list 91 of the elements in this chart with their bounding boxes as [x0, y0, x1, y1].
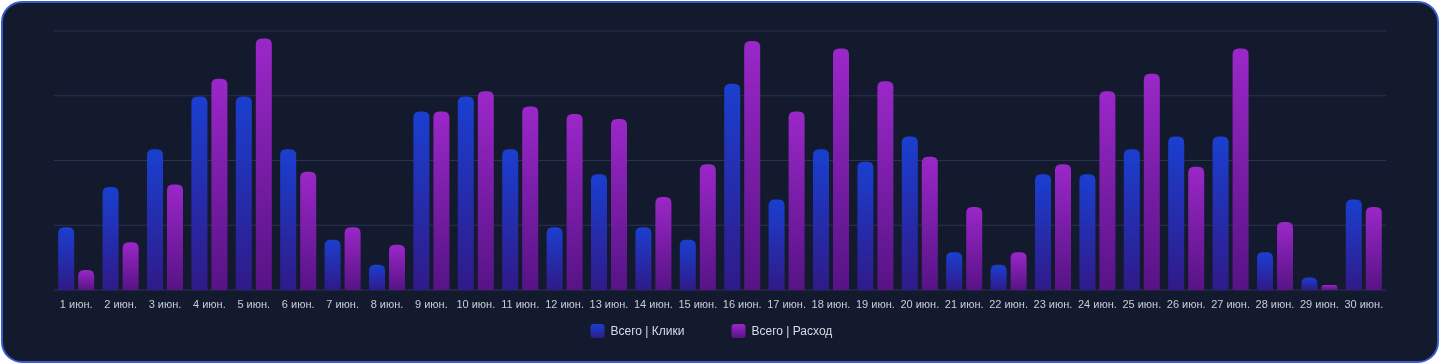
bar	[344, 227, 361, 290]
bar	[699, 164, 716, 290]
bar	[1143, 73, 1160, 290]
bar	[833, 48, 849, 290]
x-tick-label: 30 июн.	[1344, 298, 1384, 310]
x-tick-label: 14 июн.	[633, 298, 673, 310]
bar	[389, 244, 405, 290]
x-tick-label: 27 июн.	[1211, 298, 1251, 310]
x-tick-label: 6 июн.	[281, 298, 315, 310]
bar	[724, 83, 741, 290]
x-tick-label: 12 июн.	[545, 298, 585, 310]
bar	[611, 119, 627, 290]
bar	[768, 199, 785, 290]
bar	[744, 41, 761, 290]
bar	[1035, 174, 1051, 290]
x-tick-label: 5 июн.	[237, 298, 271, 310]
bar	[433, 111, 450, 290]
x-tick-label: 18 июн.	[811, 298, 851, 310]
bar	[369, 264, 385, 290]
bar	[921, 156, 938, 290]
bar	[1099, 91, 1116, 290]
bar	[255, 38, 272, 290]
x-tick-label: 1 июн.	[59, 298, 93, 310]
bar	[457, 96, 474, 290]
bar	[167, 184, 183, 290]
x-tick-label: 26 июн.	[1166, 298, 1206, 310]
x-tick-label: 9 июн.	[415, 298, 448, 310]
x-tick-label: 29 июн.	[1299, 298, 1339, 310]
x-tick-label: 20 июн.	[900, 298, 940, 310]
x-tick-label: 21 июн.	[944, 298, 984, 310]
x-tick-label: 4 июн.	[193, 298, 226, 310]
x-tick-label: 7 июн.	[326, 298, 359, 310]
bar	[1188, 166, 1205, 290]
x-tick-label: 11 июн.	[501, 298, 540, 310]
bar	[788, 111, 805, 290]
bar	[1232, 48, 1249, 290]
bar	[147, 149, 163, 290]
x-tick-label: 22 июн.	[989, 298, 1029, 310]
x-tick-label: 13 июн.	[589, 298, 629, 310]
bar	[591, 174, 607, 290]
x-tick-label: 16 июн.	[722, 298, 762, 310]
bar	[477, 91, 494, 290]
bar	[857, 161, 874, 290]
bar	[235, 96, 252, 290]
bar	[1321, 284, 1338, 290]
bar	[1277, 222, 1293, 290]
bar	[122, 242, 139, 290]
legend-label: Всего | Расход	[751, 324, 833, 338]
bar	[1257, 252, 1273, 290]
bar	[1010, 252, 1027, 290]
bar	[813, 149, 829, 290]
x-tick-label: 2 июн.	[104, 298, 137, 310]
x-tick-label: 10 июн.	[456, 298, 496, 310]
x-tick-label: 17 июн.	[767, 298, 807, 310]
bar	[901, 136, 918, 290]
bar	[966, 207, 983, 290]
bar	[102, 186, 119, 290]
x-tick-label: 24 июн.	[1077, 298, 1117, 310]
bar	[546, 227, 563, 290]
bar	[990, 264, 1007, 290]
x-tick-label: 23 июн.	[1033, 298, 1073, 310]
bar	[566, 113, 583, 290]
bar	[211, 78, 228, 290]
x-tick-label: 8 июн.	[370, 298, 404, 310]
bar	[78, 269, 95, 290]
bar	[1168, 136, 1185, 290]
bar	[1345, 199, 1362, 290]
bar	[1212, 136, 1229, 290]
bar	[413, 111, 430, 290]
bar	[324, 239, 341, 290]
legend-label: Всего | Клики	[610, 324, 685, 338]
x-tick-label: 3 июн.	[148, 298, 182, 310]
x-tick-label: 28 июн.	[1255, 298, 1295, 310]
bar	[877, 81, 894, 290]
bar	[58, 227, 75, 290]
bar	[502, 149, 519, 290]
bar	[946, 252, 963, 290]
bar	[1123, 149, 1140, 290]
bar	[1079, 174, 1096, 290]
bar	[300, 171, 317, 290]
x-tick-label: 15 июн.	[678, 298, 718, 310]
bar	[635, 227, 652, 290]
bar	[522, 106, 539, 290]
bar	[1365, 207, 1382, 290]
bar	[191, 96, 208, 290]
bar	[679, 239, 696, 290]
x-tick-label: 25 июн.	[1122, 298, 1162, 310]
bar	[655, 196, 672, 290]
bar	[1055, 164, 1071, 290]
x-tick-label: 19 июн.	[855, 298, 895, 310]
bar	[280, 149, 297, 290]
